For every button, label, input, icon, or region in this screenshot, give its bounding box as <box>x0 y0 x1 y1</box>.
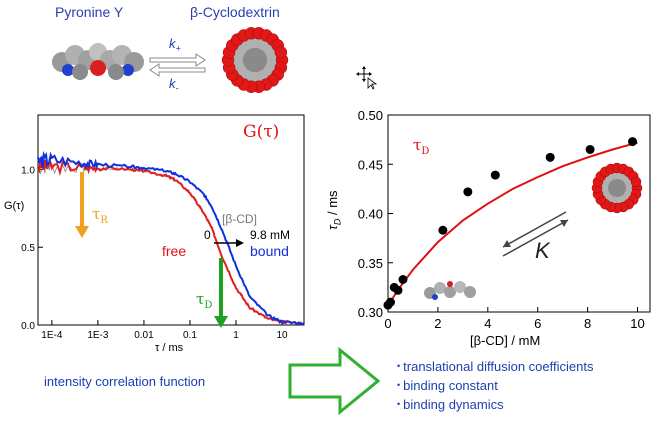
right-chart: 0 2 4 6 8 10 0.30 0.35 0.40 0.45 0.50 <box>358 108 651 331</box>
data-point <box>585 144 595 154</box>
right-y-tick-label: 0.50 <box>358 108 383 123</box>
left-y-tick-label: 0.0 <box>21 321 35 332</box>
left-y-tick-label: 0.5 <box>21 243 35 254</box>
data-point <box>438 225 448 235</box>
left-x-axis-label: τ / ms <box>155 342 184 354</box>
left-x-tick-label: 1E-4 <box>41 330 63 341</box>
ring-atom <box>274 46 288 59</box>
right-x-tick-label: 10 <box>630 316 644 331</box>
k-arrow-forward <box>502 219 569 257</box>
left-x-tick-label: 10 <box>276 330 288 341</box>
left-x-tick-label: 1 <box>233 330 239 341</box>
k-plus-label: k+ <box>169 36 181 54</box>
list-item: binding constant <box>397 376 593 395</box>
feature-list: translational diffusion coefficients bin… <box>397 357 593 414</box>
k-label: K <box>535 238 550 263</box>
data-point <box>490 170 500 180</box>
cyclodextrin-inset <box>591 162 643 214</box>
k-arrow-back <box>502 211 567 248</box>
move-cursor-icon <box>356 66 378 90</box>
data-point <box>545 152 555 162</box>
molecule-a-label: Pyronine Y <box>55 4 124 20</box>
list-item: translational diffusion coefficients <box>397 357 593 376</box>
left-chart-title: G(τ) <box>243 122 280 142</box>
left-x-tick-label: 0.1 <box>183 330 197 341</box>
left-chart: 1E-4 1E-3 0.01 0.1 1 10 0.0 0.5 1.0 <box>21 114 305 341</box>
right-x-tick-label: 0 <box>384 316 391 331</box>
data-point <box>393 285 403 295</box>
pyronine-molecule <box>52 43 144 80</box>
right-x-axis-label: [β-CD] / mM <box>470 333 541 348</box>
left-caption: intensity correlation function <box>44 374 206 389</box>
molecule-b-label: β-Cyclodextrin <box>190 4 280 20</box>
right-x-tick-label: 4 <box>484 316 491 331</box>
ring-atom <box>630 176 642 188</box>
tau-d-left-label: τD <box>196 290 213 311</box>
concentration-to: 9.8 mM <box>250 228 291 242</box>
free-label: free <box>162 243 187 259</box>
right-y-tick-label: 0.30 <box>358 305 383 320</box>
list-item: binding dynamics <box>397 395 593 414</box>
right-y-tick-label: 0.40 <box>358 207 383 222</box>
bound-label: bound <box>250 243 289 259</box>
pyronine-inset <box>424 281 476 300</box>
data-point <box>385 297 395 307</box>
right-x-tick-label: 8 <box>584 316 591 331</box>
tau-d-right-label: τD <box>413 136 430 157</box>
concentration-title: [β-CD] <box>222 212 257 226</box>
ring-guest <box>608 179 626 197</box>
series-line-bound <box>37 150 305 326</box>
ring-guest <box>242 47 268 73</box>
data-point <box>398 274 408 284</box>
k-minus-label: k- <box>169 76 179 94</box>
concentration-from: 0 <box>204 228 211 242</box>
series-line-free <box>37 156 305 326</box>
data-point <box>463 187 473 197</box>
fit-line <box>387 141 638 306</box>
right-y-tick-label: 0.45 <box>358 157 383 172</box>
hollow-arrow-icon <box>288 346 381 416</box>
left-y-axis-label: G(τ) <box>4 200 25 212</box>
left-x-tick-label: 0.01 <box>134 330 154 341</box>
right-x-tick-label: 6 <box>534 316 541 331</box>
left-y-tick-label: 1.0 <box>21 165 35 176</box>
right-x-tick-label: 2 <box>434 316 441 331</box>
tau-r-label: τR <box>92 205 108 226</box>
left-plot-frame <box>37 114 305 326</box>
right-y-axis-label: τD / ms <box>325 190 343 230</box>
cyclodextrin-molecule <box>221 27 289 93</box>
right-plot-frame <box>387 114 651 313</box>
left-x-tick-label: 1E-3 <box>87 330 109 341</box>
right-y-tick-label: 0.35 <box>358 256 383 271</box>
equilibrium-arrows <box>149 53 206 77</box>
data-point <box>628 137 638 147</box>
